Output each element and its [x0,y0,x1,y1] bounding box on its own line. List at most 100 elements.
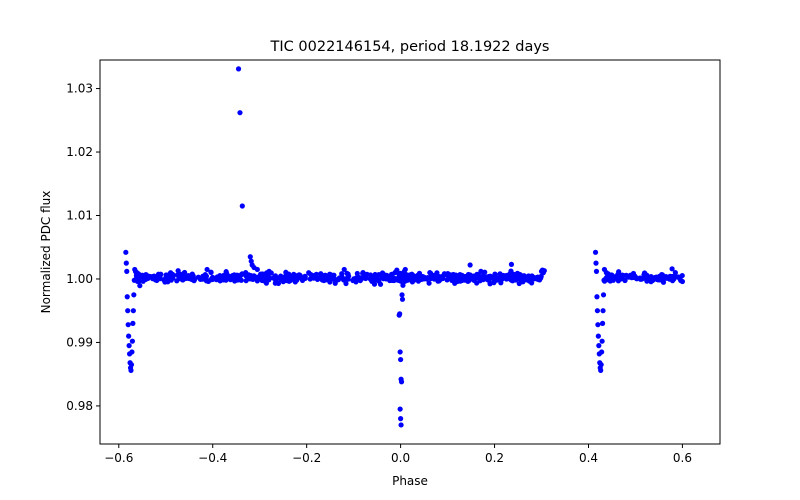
baseline-point [322,277,329,283]
data-point [599,349,605,355]
data-point [399,292,405,298]
baseline-point [330,276,337,282]
baseline-point [607,278,613,284]
data-point [125,308,131,314]
x-tick-label: 0.6 [673,451,692,465]
data-point [669,266,675,272]
data-point [130,320,136,326]
data-point [254,266,260,273]
data-point [679,278,686,285]
baseline-point [656,274,662,280]
baseline-point [222,274,228,280]
baseline-point [427,270,433,276]
data-point [595,322,601,328]
y-axis-label: Normalized PDC flux [39,191,53,314]
baseline-point [619,275,625,282]
baseline-point [292,274,298,280]
baseline-point [669,274,675,280]
data-point [125,322,131,328]
x-axis-label: Phase [392,474,428,488]
data-point [399,296,406,302]
baseline-point [448,274,454,281]
data-point [592,249,599,255]
data-point [398,422,404,428]
x-tick-label: 0.0 [391,451,410,465]
baseline-point [283,269,289,275]
data-point [247,254,253,260]
baseline-point [163,272,169,278]
baseline-point [640,275,646,281]
baseline-point [489,274,495,280]
chart-title: TIC 0022146154, period 18.1922 days [270,39,550,55]
data-point [131,292,137,298]
baseline-point [517,271,523,278]
baseline-point [536,277,543,283]
data-points [123,66,686,428]
data-point [341,266,347,273]
baseline-point [379,270,386,276]
data-point [593,260,599,266]
baseline-point [312,274,319,281]
baseline-point [506,271,513,277]
plot-frame [99,59,721,445]
baseline-point [210,274,216,280]
baseline-point [217,273,223,279]
x-axis-ticks: −0.6 −0.4 −0.2 0.0 0.2 0.4 0.6 [104,444,692,465]
data-point [598,362,604,368]
baseline-point [263,280,269,286]
data-point [595,333,601,339]
baseline-point [168,270,174,276]
baseline-point [361,274,367,280]
baseline-point [228,274,235,280]
data-point [467,262,473,268]
baseline-point [352,276,358,282]
data-point [398,416,404,422]
baseline-point [255,274,261,280]
baseline-point [377,281,384,287]
data-point [541,268,547,274]
baseline-point [407,276,413,282]
baseline-point [183,275,189,281]
baseline-point [389,277,395,284]
baseline-point [434,275,440,281]
baseline-point [417,274,423,280]
baseline-point [510,274,516,281]
baseline-point [175,268,181,274]
baseline-point [457,271,463,278]
baseline-point [286,275,292,281]
baseline-point [471,277,477,283]
baseline-point [170,275,176,281]
x-tick-label: 0.2 [485,451,504,465]
baseline-point [636,275,643,281]
baseline-point [174,278,180,284]
data-point [392,270,398,276]
data-point [128,367,134,373]
baseline-point [248,274,254,280]
data-point [123,249,129,255]
baseline-point [373,272,379,278]
baseline-point [480,277,486,283]
baseline-point [137,283,143,289]
data-point [596,343,602,349]
baseline-point [523,275,529,281]
baseline-point [473,272,480,278]
data-point [124,294,130,300]
data-point [402,266,408,273]
data-point [397,349,403,355]
baseline-point [345,271,351,277]
data-point [599,320,606,326]
data-point [593,268,600,274]
baseline-point [384,276,390,282]
baseline-point [339,274,345,280]
baseline-point [236,277,242,283]
baseline-point [202,272,208,278]
baseline-point [140,278,146,284]
y-tick-label: 1.01 [66,209,93,223]
data-point [129,349,135,355]
baseline-point [444,272,450,278]
data-point [128,362,135,368]
data-point [398,379,405,385]
data-point [600,292,607,298]
